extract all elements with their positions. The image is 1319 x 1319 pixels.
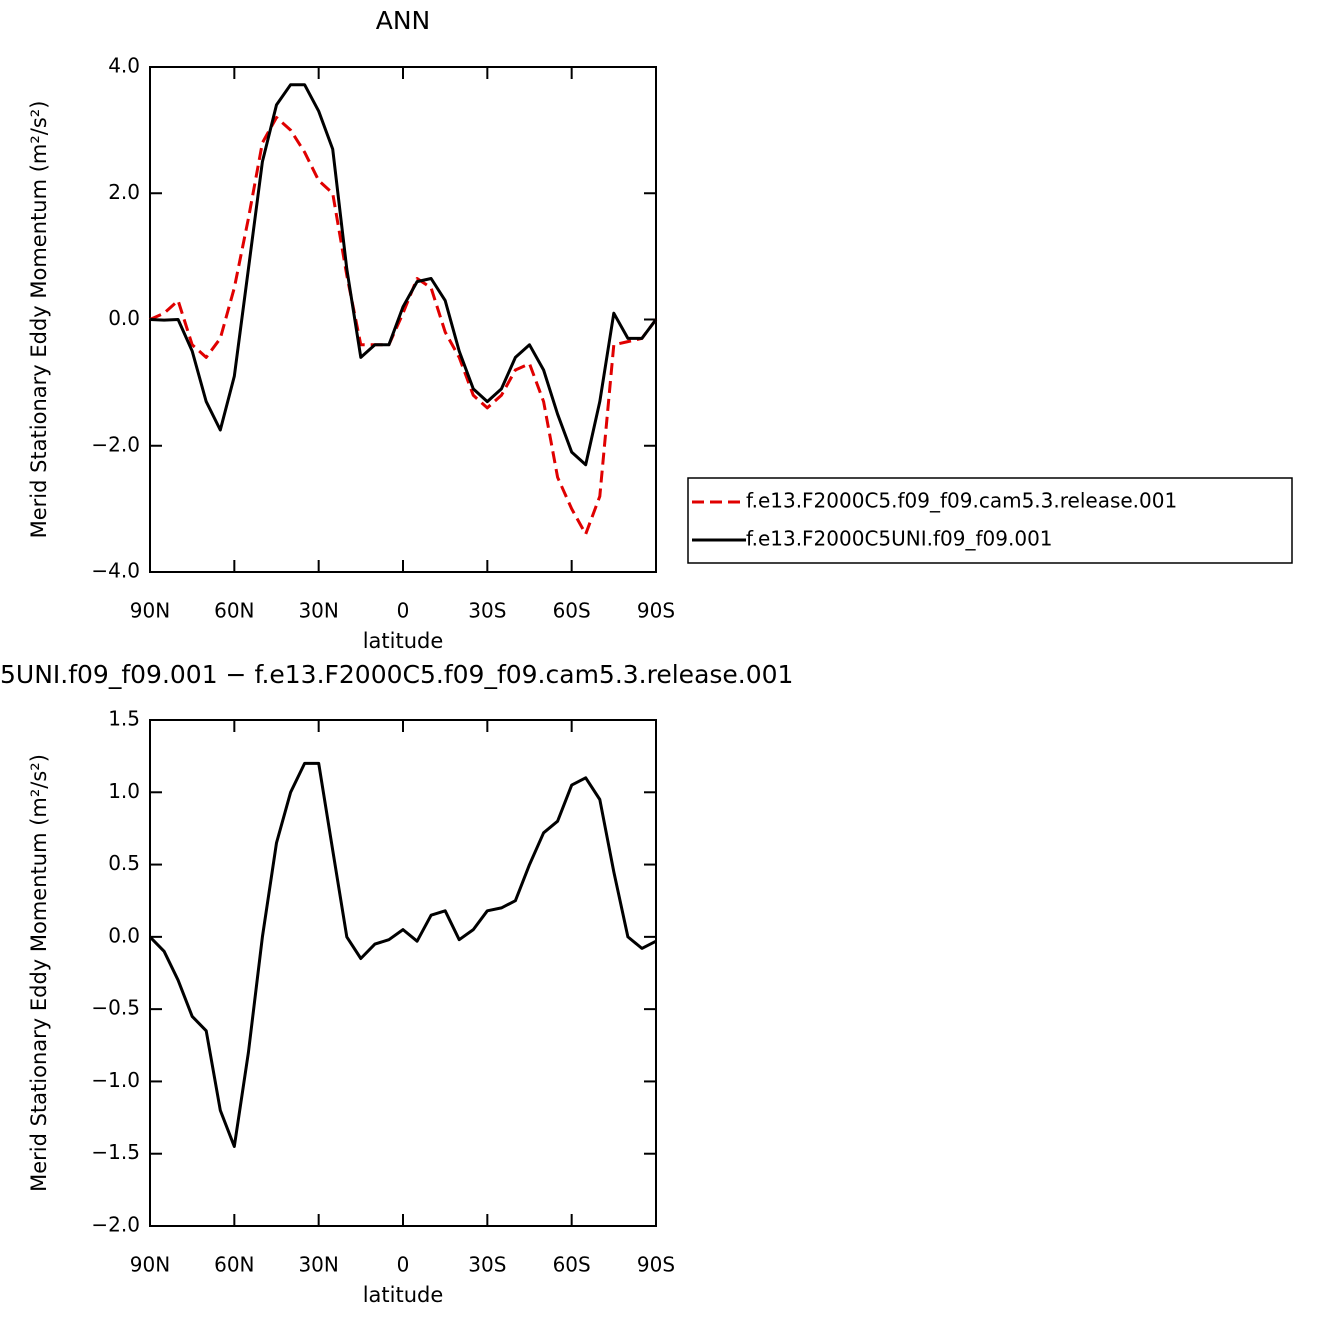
y-tick-label: −0.5 <box>91 996 140 1020</box>
y-tick-label: −4.0 <box>91 559 140 583</box>
y-tick-label: −1.5 <box>91 1140 140 1164</box>
x-tick-label: 30N <box>298 599 338 623</box>
y-tick-label: −1.0 <box>91 1068 140 1092</box>
x-tick-label: 0 <box>397 599 410 623</box>
series-line <box>149 83 658 467</box>
y-axis-label: Merid Stationary Eddy Momentum (m²/s²) <box>27 754 51 1192</box>
y-tick-label: 1.5 <box>108 707 140 731</box>
x-tick-label: 60S <box>553 1253 591 1277</box>
y-tick-label: −2.0 <box>91 1213 140 1237</box>
x-axis-label: latitude <box>363 1283 444 1307</box>
x-tick-label: 30S <box>468 1253 506 1277</box>
y-axis-label: Merid Stationary Eddy Momentum (m²/s²) <box>27 101 51 539</box>
legend-label: f.e13.F2000C5UNI.f09_f09.001 <box>746 527 1053 551</box>
y-tick-label: 0.0 <box>108 923 140 947</box>
y-tick-label: 0.0 <box>108 306 140 330</box>
plot-frame <box>149 719 657 1227</box>
plot-frame <box>149 66 657 573</box>
y-tick-label: 0.5 <box>108 851 140 875</box>
x-tick-label: 90N <box>130 1253 170 1277</box>
x-tick-label: 30S <box>468 599 506 623</box>
y-tick-label: 2.0 <box>108 180 140 204</box>
x-tick-label: 60N <box>214 1253 254 1277</box>
x-tick-label: 0 <box>397 1253 410 1277</box>
y-tick-label: 4.0 <box>108 54 140 78</box>
x-tick-label: 90N <box>130 599 170 623</box>
x-tick-label: 60N <box>214 599 254 623</box>
legend-label: f.e13.F2000C5.f09_f09.cam5.3.release.001 <box>746 489 1177 513</box>
chart-title: 5UNI.f09_f09.001 − f.e13.F2000C5.f09_f09… <box>0 660 793 689</box>
x-axis-label: latitude <box>363 629 444 653</box>
series-line <box>149 116 658 536</box>
x-tick-label: 30N <box>298 1253 338 1277</box>
x-tick-label: 90S <box>637 1253 675 1277</box>
x-tick-label: 60S <box>553 599 591 623</box>
series-line <box>148 761 657 1148</box>
chart-title: ANN <box>376 6 431 35</box>
y-tick-label: 1.0 <box>108 779 140 803</box>
x-tick-label: 90S <box>637 599 675 623</box>
legend-box <box>687 477 1293 564</box>
y-tick-label: −2.0 <box>91 432 140 456</box>
